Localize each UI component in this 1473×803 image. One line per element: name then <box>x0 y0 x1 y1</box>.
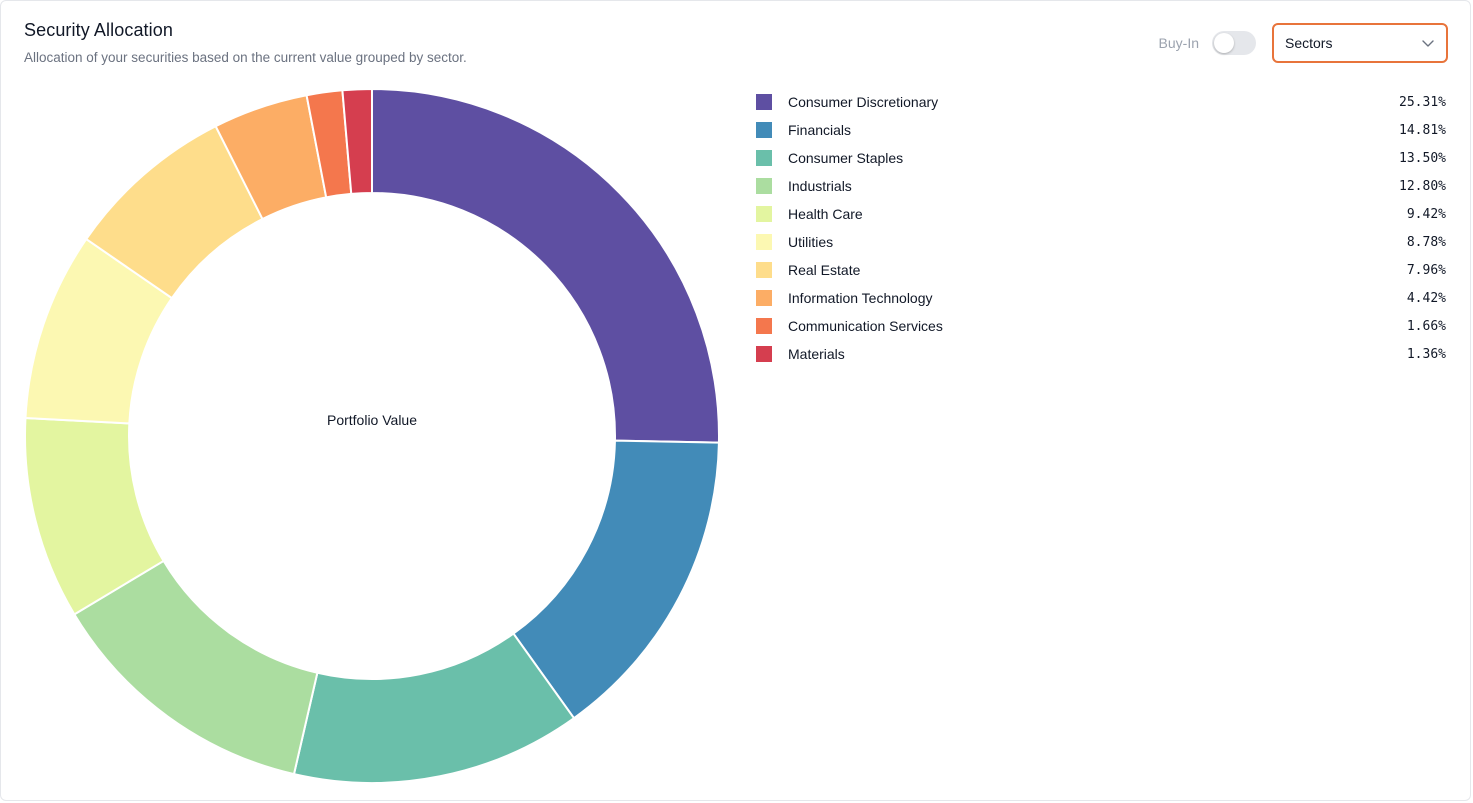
buy-in-label: Buy-In <box>1158 35 1199 51</box>
legend-swatch <box>756 234 772 250</box>
legend-swatch <box>756 346 772 362</box>
legend-value: 8.78% <box>1406 234 1446 250</box>
legend-label: Financials <box>788 122 852 138</box>
legend-item[interactable]: Industrials 12.80% <box>756 172 1446 200</box>
legend-item[interactable]: Financials 14.81% <box>756 116 1446 144</box>
donut-center-label: Portfolio Value <box>327 412 417 428</box>
legend-value: 1.66% <box>1406 318 1446 334</box>
donut-slices <box>24 87 720 784</box>
legend-value: 9.42% <box>1406 206 1446 222</box>
legend-label: Health Care <box>788 206 863 222</box>
legend-label: Materials <box>788 346 845 362</box>
legend-label: Consumer Staples <box>788 150 904 166</box>
legend-item[interactable]: Information Technology 4.42% <box>756 284 1446 312</box>
chart-legend: Consumer Discretionary 25.31% Financials 14… <box>756 88 1446 368</box>
card-title: Security Allocation <box>24 20 173 40</box>
legend-item[interactable]: Materials 1.36% <box>756 340 1446 368</box>
legend-item[interactable]: Communication Services 1.66% <box>756 312 1446 340</box>
donut-slice-materials[interactable] <box>341 87 373 195</box>
legend-label: Industrials <box>788 178 852 194</box>
buy-in-toggle[interactable] <box>1212 31 1256 55</box>
legend-swatch <box>756 94 772 110</box>
legend-swatch <box>756 122 772 138</box>
legend-swatch <box>756 262 772 278</box>
toggle-knob <box>1214 33 1234 53</box>
legend-value: 12.80% <box>1399 178 1446 194</box>
grouping-select[interactable]: Sectors <box>1272 23 1448 63</box>
legend-swatch <box>756 178 772 194</box>
legend-item[interactable]: Utilities 8.78% <box>756 228 1446 256</box>
legend-label: Real Estate <box>788 262 861 278</box>
grouping-select-value: Sectors <box>1285 35 1333 51</box>
legend-label: Information Technology <box>788 290 933 306</box>
chevron-down-icon <box>1422 40 1434 47</box>
card-subtitle: Allocation of your securities based on t… <box>24 50 467 65</box>
legend-swatch <box>756 290 772 306</box>
legend-item[interactable]: Real Estate 7.96% <box>756 256 1446 284</box>
legend-swatch <box>756 206 772 222</box>
legend-value: 7.96% <box>1406 262 1446 278</box>
legend-value: 25.31% <box>1399 94 1446 110</box>
legend-swatch <box>756 318 772 334</box>
legend-item[interactable]: Consumer Discretionary 25.31% <box>756 88 1446 116</box>
legend-value: 14.81% <box>1399 122 1446 138</box>
legend-value: 4.42% <box>1406 290 1446 306</box>
legend-item[interactable]: Health Care 9.42% <box>756 200 1446 228</box>
legend-label: Communication Services <box>788 318 943 334</box>
legend-label: Utilities <box>788 234 834 250</box>
chart-controls: Buy-In Sectors <box>1159 23 1448 63</box>
legend-value: 1.36% <box>1406 346 1446 362</box>
legend-swatch <box>756 150 772 166</box>
legend-label: Consumer Discretionary <box>788 94 939 110</box>
allocation-donut-chart: Portfolio Value <box>24 87 720 784</box>
donut-slice-consumer-discretionary[interactable] <box>371 87 720 444</box>
legend-value: 13.50% <box>1399 150 1446 166</box>
legend-item[interactable]: Consumer Staples 13.50% <box>756 144 1446 172</box>
